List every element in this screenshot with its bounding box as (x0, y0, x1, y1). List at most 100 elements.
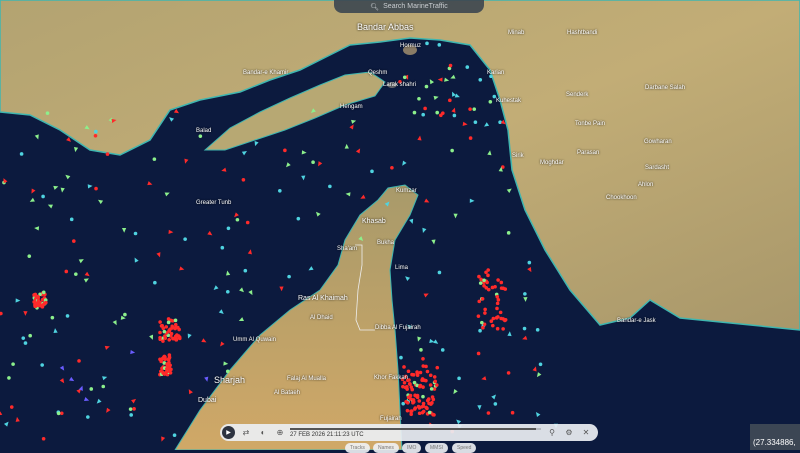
vessel-marker[interactable] (440, 348, 445, 352)
vessel-marker[interactable] (415, 371, 420, 376)
vessel-marker[interactable] (411, 398, 416, 402)
share-icon[interactable]: ⚲ (549, 428, 555, 437)
vessel-marker[interactable] (308, 266, 314, 271)
vessel-marker[interactable] (129, 413, 133, 417)
vessel-marker[interactable] (179, 266, 185, 271)
vessel-marker[interactable] (432, 375, 437, 379)
vessel-marker[interactable] (84, 125, 90, 130)
vessel-marker[interactable] (437, 43, 442, 47)
vessel-marker[interactable] (451, 107, 456, 113)
vessel-marker[interactable] (500, 119, 506, 125)
vessel-marker[interactable] (187, 333, 192, 339)
vessel-marker[interactable] (84, 271, 90, 277)
vessel-marker[interactable] (238, 317, 244, 322)
vessel-marker[interactable] (223, 361, 229, 366)
vessel-marker[interactable] (536, 372, 542, 378)
vessel-marker[interactable] (93, 133, 98, 138)
vessel-marker[interactable] (532, 366, 537, 372)
vessel-marker[interactable] (523, 297, 528, 302)
vessel-marker[interactable] (478, 328, 482, 333)
vessel-marker[interactable] (488, 99, 493, 104)
vessel-marker[interactable] (427, 410, 432, 415)
vessel-marker[interactable] (170, 319, 175, 323)
vessel-marker[interactable] (132, 407, 136, 411)
vessel-marker[interactable] (522, 335, 528, 340)
vessel-marker[interactable] (427, 401, 431, 406)
vessel-marker[interactable] (424, 198, 430, 203)
vessel-marker[interactable] (226, 226, 231, 231)
vessel-marker[interactable] (41, 290, 46, 295)
play-button[interactable]: ▶ (222, 426, 235, 439)
vessel-marker[interactable] (439, 113, 443, 118)
vessel-marker[interactable] (172, 433, 177, 438)
close-icon[interactable]: ✕ (582, 428, 590, 437)
vessel-marker[interactable] (207, 230, 213, 236)
vessel-marker[interactable] (402, 160, 407, 166)
vessel-marker[interactable] (401, 401, 405, 406)
vessel-marker[interactable] (204, 376, 209, 382)
vessel-marker[interactable] (538, 362, 543, 367)
vessel-marker[interactable] (105, 152, 110, 156)
vessel-marker[interactable] (23, 341, 28, 345)
vessel-marker[interactable] (38, 292, 42, 297)
vessel-marker[interactable] (405, 401, 410, 405)
vessel-marker[interactable] (481, 325, 485, 330)
vessel-marker[interactable] (433, 339, 439, 344)
vessel-marker[interactable] (165, 367, 169, 371)
vessel-marker[interactable] (489, 319, 494, 324)
vessel-marker[interactable] (23, 311, 28, 316)
vessel-marker[interactable] (468, 107, 472, 111)
vessel-marker[interactable] (489, 74, 493, 79)
vessel-marker[interactable] (175, 333, 179, 337)
vessel-marker[interactable] (421, 364, 426, 368)
vessel-marker[interactable] (173, 108, 180, 114)
vessel-marker[interactable] (390, 166, 394, 170)
vessel-marker[interactable] (498, 120, 502, 125)
timeline-track[interactable] (290, 428, 541, 430)
vessel-marker[interactable] (65, 314, 70, 318)
vessel-marker[interactable] (177, 327, 181, 332)
vessel-marker[interactable] (429, 338, 435, 344)
locate-icon[interactable]: ⊕ (276, 428, 284, 437)
vessel-marker[interactable] (65, 174, 71, 180)
vessel-marker[interactable] (169, 367, 173, 372)
vessel-marker[interactable] (535, 328, 540, 332)
vessel-marker[interactable] (456, 419, 462, 425)
vessel-marker[interactable] (410, 372, 414, 377)
vessel-marker[interactable] (158, 330, 162, 335)
vessel-marker[interactable] (64, 269, 69, 274)
vessel-marker[interactable] (409, 218, 414, 224)
vessel-marker[interactable] (254, 140, 259, 147)
vessel-marker[interactable] (523, 292, 527, 296)
vessel-marker[interactable] (78, 259, 84, 264)
speed-toggle-icon[interactable]: ⇄ (242, 428, 250, 437)
vessel-marker[interactable] (34, 134, 39, 140)
vessel-marker[interactable] (310, 108, 316, 113)
gauge-icon[interactable]: ◐ (260, 428, 266, 437)
vessel-marker[interactable] (45, 111, 50, 115)
vessel-marker[interactable] (453, 389, 458, 395)
vessel-marker[interactable] (498, 310, 503, 315)
vessel-marker[interactable] (344, 143, 349, 149)
vessel-marker[interactable] (415, 395, 420, 400)
vessel-marker[interactable] (169, 331, 174, 336)
chip-mmsi[interactable]: MMSI (425, 443, 449, 453)
vessel-marker[interactable] (403, 374, 408, 379)
vessel-marker[interactable] (174, 337, 178, 342)
vessel-marker[interactable] (473, 120, 478, 125)
vessel-marker[interactable] (429, 79, 435, 85)
vessel-marker[interactable] (123, 312, 127, 317)
vessel-marker[interactable] (496, 298, 501, 302)
vessel-marker[interactable] (495, 294, 500, 299)
vessel-marker[interactable] (41, 303, 45, 307)
vessel-marker[interactable] (434, 383, 439, 387)
vessel-marker[interactable] (226, 270, 231, 276)
vessel-marker[interactable] (40, 363, 44, 367)
vessel-marker[interactable] (522, 326, 527, 331)
vessel-marker[interactable] (278, 188, 282, 193)
vessel-marker[interactable] (491, 394, 496, 400)
vessel-marker[interactable] (173, 318, 178, 323)
vessel-marker[interactable] (121, 227, 127, 233)
vessel-marker[interactable] (241, 177, 246, 182)
vessel-marker[interactable] (454, 93, 460, 98)
